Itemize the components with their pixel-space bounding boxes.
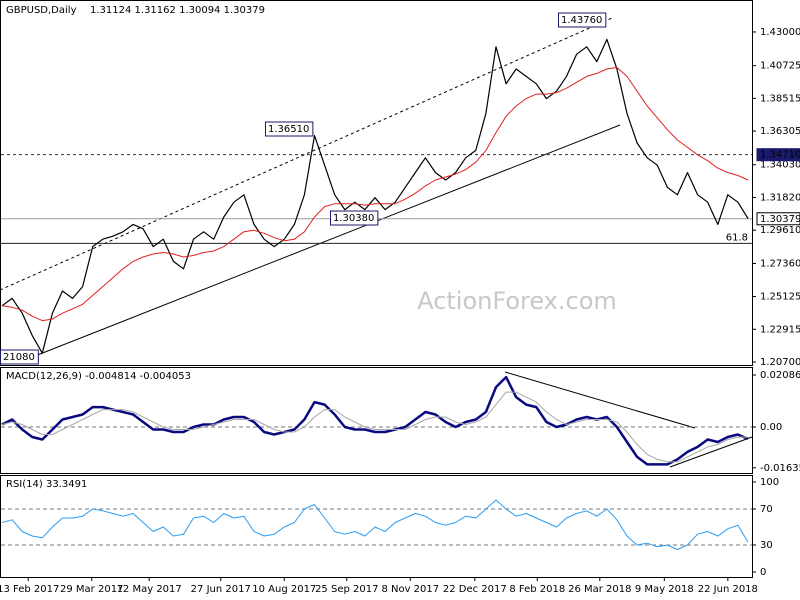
y-tick-label: 1.27360 [760, 258, 800, 269]
ohlc: 1.31124 1.31162 1.30094 1.30379 [90, 5, 265, 16]
price-label: 1.30379 [760, 214, 800, 225]
x-tick-label: 22 Dec 2017 [443, 584, 507, 595]
y-tick-label: 0.020861 [760, 370, 800, 381]
y-tick-label: 30 [760, 540, 773, 551]
price-label: 1.34710 [760, 150, 800, 161]
annotation-box [265, 121, 314, 137]
annotation-box [330, 210, 379, 226]
x-tick-label: 29 Mar 2017 [60, 584, 123, 595]
y-tick-label: 1.34030 [760, 160, 800, 171]
series-line [1, 67, 749, 322]
fib-label: 61.8 [726, 232, 748, 243]
annotation: 1.30380 [333, 213, 374, 224]
channel-upper [0, 17, 613, 291]
symbol: GBPUSD,Daily [6, 5, 77, 16]
y-tick-label: 0 [760, 567, 766, 578]
y-tick-label: 100 [760, 477, 779, 488]
annotation: 1.36510 [268, 124, 309, 135]
y-tick-label: 1.40725 [760, 61, 800, 72]
macd-trendline [504, 371, 696, 429]
x-tick-label: 12 May 2017 [117, 584, 182, 595]
y-tick-label: 0.00 [760, 422, 782, 433]
x-tick-label: 22 Jun 2018 [698, 584, 758, 595]
watermark: ActionForex.com [417, 287, 617, 315]
x-tick-label: 9 May 2018 [635, 584, 694, 595]
x-tick-label: 8 Feb 2018 [509, 584, 565, 595]
annotation-box [0, 349, 39, 365]
y-tick-label: -0.016357 [760, 463, 800, 474]
y-tick-label: 1.22915 [760, 324, 800, 335]
price-label-box [756, 148, 800, 162]
x-tick-label: 25 Sep 2017 [315, 584, 378, 595]
y-tick-label: 1.38515 [760, 93, 800, 104]
series-line [1, 391, 749, 463]
series-line [1, 375, 749, 466]
price-label-box [756, 212, 800, 226]
x-tick-label: 8 Nov 2017 [381, 584, 439, 595]
y-tick-label: 1.20700 [760, 357, 800, 368]
channel-lower [34, 124, 621, 357]
y-tick-label: 1.36305 [760, 126, 800, 137]
x-tick-label: 26 Mar 2018 [568, 584, 631, 595]
panel-frame [0, 475, 753, 578]
annotation: 1.43760 [561, 15, 602, 26]
series-line [1, 38, 749, 354]
panel-title: MACD(12,26,9) -0.004814 -0.004053 [6, 371, 191, 382]
x-tick-label: 10 Aug 2017 [252, 584, 316, 595]
x-tick-label: 27 Jun 2017 [191, 584, 251, 595]
annotation-box [558, 12, 607, 28]
macd-trendline [669, 436, 753, 468]
y-tick-label: 70 [760, 504, 773, 515]
series-line [1, 499, 749, 550]
annotation: 21080 [3, 352, 35, 363]
panel-frame [0, 0, 753, 366]
y-tick-label: 1.31820 [760, 192, 800, 203]
panel-frame [0, 367, 753, 474]
y-tick-label: 1.25125 [760, 292, 800, 303]
y-tick-label: 1.29610 [760, 225, 800, 236]
panel-title: RSI(14) 33.3491 [6, 479, 87, 490]
x-tick-label: 13 Feb 2017 [0, 584, 59, 595]
y-tick-label: 1.43000 [760, 27, 800, 38]
